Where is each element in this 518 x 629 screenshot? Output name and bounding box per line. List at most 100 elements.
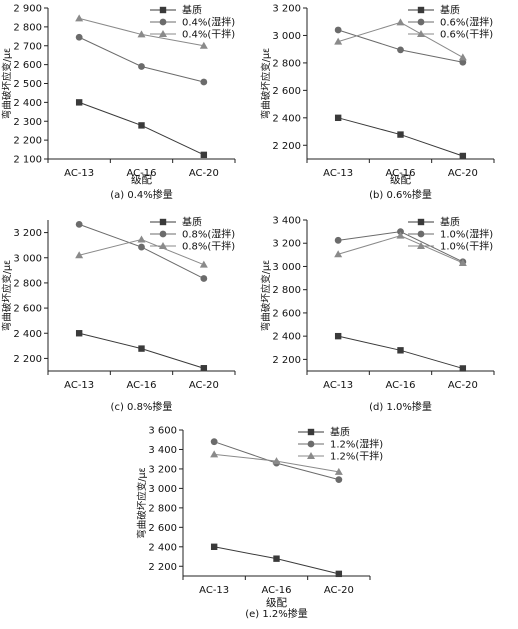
legend-label: 基质 [440, 216, 460, 229]
legend-label: 0.4%(干拌) [182, 28, 235, 41]
x-tick-label: AC-13 [64, 168, 94, 179]
y-axis-title: 弯曲破坏应变/με [260, 260, 272, 331]
legend-label: 0.6%(干拌) [440, 28, 493, 41]
data-point [138, 243, 145, 251]
data-point [397, 46, 404, 54]
legend-marker [417, 242, 425, 249]
y-tick-label: 2 300 [13, 117, 42, 128]
legend-marker [159, 18, 167, 26]
data-point [334, 250, 343, 258]
chart-panel-2: 2 200 2 400 2 600 2 800 3 000 3 200 AC-13 AC-16… [260, 4, 495, 201]
y-tick-label: 3 200 [13, 228, 42, 239]
y-tick-label: 2 600 [272, 308, 301, 319]
y-tick-label: 2 800 [148, 503, 177, 514]
data-point [210, 450, 219, 458]
y-tick-label: 3 000 [13, 253, 42, 264]
y-tick-label: 3 600 [148, 426, 177, 437]
legend-label: 1.2%(湿拌) [330, 438, 383, 451]
data-point [335, 476, 343, 484]
y-tick-label: 2 400 [148, 542, 177, 553]
x-axis-title: 级配 [390, 174, 411, 186]
y-tick-label: 2 200 [272, 141, 301, 152]
y-tick-label: 2 400 [272, 113, 301, 124]
legend-marker [307, 440, 315, 448]
x-tick-label: AC-16 [262, 585, 292, 596]
x-tick-label: AC-16 [127, 380, 157, 391]
legend-label: 1.2%(干拌) [330, 450, 383, 463]
data-point [334, 236, 342, 244]
data-point [459, 365, 467, 372]
y-tick-label: 3 000 [272, 31, 301, 42]
legend-label: 1.0%(湿拌) [440, 228, 493, 241]
data-point [137, 30, 146, 38]
x-tick-label: AC-16 [127, 168, 157, 179]
y-axis-title: 弯曲破坏应变/με [136, 467, 148, 538]
legend-label: 0.8%(湿拌) [182, 228, 235, 241]
y-tick-label: 2 700 [13, 41, 42, 52]
y-tick-label: 2 800 [13, 278, 42, 289]
data-point [75, 330, 83, 337]
x-tick-label: AC-13 [323, 380, 353, 391]
legend-marker [159, 242, 167, 249]
chart-caption: (c) 0.8%掺量 [111, 400, 173, 413]
data-point [397, 347, 404, 354]
data-point [458, 53, 467, 61]
data-point [200, 151, 208, 159]
legend-label: 基质 [182, 4, 202, 17]
chart-panel-5: 2 200 2 400 2 600 2 800 3 000 3 200 3 400 3 600… [136, 426, 383, 621]
legend-marker [159, 6, 167, 14]
chart-caption: (d) 1.0%掺量 [369, 400, 432, 413]
y-tick-label: 3 200 [148, 464, 177, 475]
data-point [75, 14, 84, 22]
data-point [210, 438, 218, 446]
y-tick-label: 2 400 [272, 332, 301, 343]
data-point [199, 260, 208, 268]
legend-marker [159, 30, 167, 37]
x-axis-title: 级配 [266, 597, 287, 609]
y-tick-label: 3 200 [272, 239, 301, 250]
data-point [210, 543, 218, 550]
y-axis-title: 弯曲破坏应变/με [260, 48, 272, 119]
legend-marker [417, 218, 425, 226]
x-tick-label: AC-20 [448, 168, 478, 179]
x-tick-label: AC-13 [64, 380, 94, 391]
data-point [200, 78, 208, 86]
y-axis-title: 弯曲破坏应变/με [1, 260, 13, 331]
chart-panel-3: 2 200 2 400 2 600 2 800 3 000 3 200 AC-13 AC-16… [1, 216, 236, 413]
y-tick-label: 2 600 [148, 523, 177, 534]
y-tick-label: 3 400 [148, 445, 177, 456]
y-tick-label: 2 800 [272, 285, 301, 296]
data-point [459, 58, 467, 66]
data-point [75, 99, 83, 106]
y-tick-label: 3 000 [148, 484, 177, 495]
y-tick-label: 2 400 [13, 98, 42, 109]
data-point [459, 152, 467, 160]
y-tick-label: 2 600 [13, 304, 42, 315]
y-tick-label: 3 200 [272, 4, 301, 15]
data-point [397, 228, 404, 236]
y-tick-label: 2 200 [13, 354, 42, 365]
series-line-1 [78, 101, 205, 156]
data-point [458, 258, 467, 266]
y-tick-label: 2 800 [272, 58, 301, 69]
legend-label: 0.4%(湿拌) [182, 16, 235, 29]
y-tick-label: 2 900 [13, 4, 42, 15]
x-tick-label: AC-16 [386, 168, 416, 179]
y-tick-label: 2 600 [13, 60, 42, 71]
data-point [273, 555, 280, 562]
y-tick-label: 2 800 [13, 22, 42, 33]
data-point [334, 37, 343, 45]
legend-marker [159, 230, 167, 238]
data-point [200, 275, 208, 282]
chart-caption: (e) 1.2%掺量 [245, 607, 308, 620]
legend-label: 1.0%(干拌) [440, 240, 493, 253]
x-tick-label: AC-13 [199, 585, 229, 596]
chart-caption: (b) 0.6%掺量 [369, 188, 432, 201]
legend-marker [417, 6, 425, 14]
data-point [75, 221, 83, 228]
y-tick-label: 2 600 [272, 86, 301, 97]
x-axis-title: 级配 [131, 174, 152, 186]
legend-marker [307, 452, 315, 459]
data-point [334, 332, 342, 340]
